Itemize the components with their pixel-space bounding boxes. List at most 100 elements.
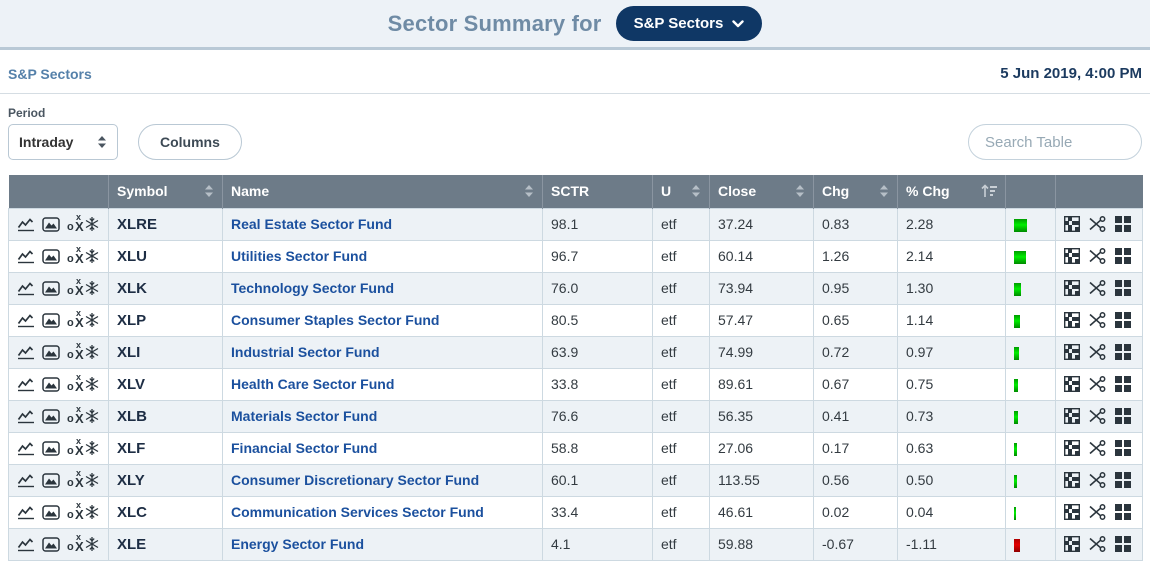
- area-chart-icon[interactable]: [42, 504, 60, 520]
- column-header-chg[interactable]: Chg: [813, 175, 898, 208]
- line-chart-icon[interactable]: [17, 281, 35, 296]
- line-chart-icon[interactable]: [17, 441, 35, 456]
- scissors-icon[interactable]: [1089, 280, 1106, 296]
- grid-icon[interactable]: [1115, 504, 1131, 520]
- checkerboard-icon[interactable]: [1064, 440, 1080, 456]
- checkerboard-icon[interactable]: [1064, 472, 1080, 488]
- snowflake-icon[interactable]: [84, 248, 100, 264]
- name-link[interactable]: Communication Services Sector Fund: [231, 504, 484, 520]
- area-chart-icon[interactable]: [42, 472, 60, 488]
- scissors-icon[interactable]: [1089, 408, 1106, 424]
- checkerboard-icon[interactable]: [1064, 408, 1080, 424]
- grid-icon[interactable]: [1115, 344, 1131, 360]
- name-link[interactable]: Health Care Sector Fund: [231, 376, 395, 392]
- checkerboard-icon[interactable]: [1064, 344, 1080, 360]
- area-chart-icon[interactable]: [42, 536, 60, 552]
- checkerboard-icon[interactable]: [1064, 216, 1080, 232]
- checkerboard-icon[interactable]: [1064, 248, 1080, 264]
- snowflake-icon[interactable]: [84, 344, 100, 360]
- search-input[interactable]: [968, 124, 1142, 160]
- grid-icon[interactable]: [1115, 312, 1131, 328]
- area-chart-icon[interactable]: [42, 280, 60, 296]
- line-chart-icon[interactable]: [17, 505, 35, 520]
- area-chart-icon[interactable]: [42, 376, 60, 392]
- checkerboard-icon[interactable]: [1064, 376, 1080, 392]
- line-chart-icon[interactable]: [17, 313, 35, 328]
- snowflake-icon[interactable]: [84, 408, 100, 424]
- area-chart-icon[interactable]: [42, 248, 60, 264]
- snowflake-icon[interactable]: [84, 280, 100, 296]
- grid-icon[interactable]: [1115, 248, 1131, 264]
- sector-selector-button[interactable]: S&P Sectors: [615, 6, 763, 41]
- grid-icon[interactable]: [1115, 440, 1131, 456]
- line-chart-icon[interactable]: [17, 537, 35, 552]
- area-chart-icon[interactable]: [42, 312, 60, 328]
- line-chart-icon[interactable]: [17, 473, 35, 488]
- period-select[interactable]: Intraday: [8, 124, 118, 160]
- grid-icon[interactable]: [1115, 280, 1131, 296]
- checkerboard-icon[interactable]: [1064, 536, 1080, 552]
- scissors-icon[interactable]: [1089, 376, 1106, 392]
- checkerboard-icon[interactable]: [1064, 504, 1080, 520]
- name-link[interactable]: Technology Sector Fund: [231, 280, 395, 296]
- snowflake-icon[interactable]: [84, 376, 100, 392]
- scissors-icon[interactable]: [1089, 312, 1106, 328]
- snowflake-icon[interactable]: [84, 504, 100, 520]
- column-header-pct-chg[interactable]: % Chg: [897, 175, 1006, 208]
- scissors-icon[interactable]: [1089, 344, 1106, 360]
- name-link[interactable]: Real Estate Sector Fund: [231, 216, 393, 232]
- snowflake-icon[interactable]: [84, 536, 100, 552]
- snowflake-icon[interactable]: [84, 472, 100, 488]
- scissors-icon[interactable]: [1089, 536, 1106, 552]
- grid-icon[interactable]: [1115, 536, 1131, 552]
- area-chart-icon[interactable]: [42, 408, 60, 424]
- checkerboard-icon[interactable]: [1064, 280, 1080, 296]
- area-chart-icon[interactable]: [42, 216, 60, 232]
- name-link[interactable]: Utilities Sector Fund: [231, 248, 368, 264]
- grid-icon[interactable]: [1115, 472, 1131, 488]
- scissors-icon[interactable]: [1089, 472, 1106, 488]
- area-chart-icon[interactable]: [42, 440, 60, 456]
- column-header-close[interactable]: Close: [709, 175, 814, 208]
- line-chart-icon[interactable]: [17, 345, 35, 360]
- scissors-icon[interactable]: [1089, 504, 1106, 520]
- column-header-u[interactable]: U: [652, 175, 710, 208]
- name-link[interactable]: Materials Sector Fund: [231, 408, 378, 424]
- column-header-name[interactable]: Name: [222, 175, 543, 208]
- grid-icon[interactable]: [1115, 216, 1131, 232]
- line-chart-icon[interactable]: [17, 409, 35, 424]
- columns-button[interactable]: Columns: [138, 124, 242, 160]
- name-link[interactable]: Consumer Staples Sector Fund: [231, 312, 440, 328]
- line-chart-icon[interactable]: [17, 217, 35, 232]
- scissors-icon[interactable]: [1089, 216, 1106, 232]
- snowflake-icon[interactable]: [84, 312, 100, 328]
- column-header-sctr[interactable]: SCTR: [542, 175, 653, 208]
- snowflake-icon[interactable]: [84, 216, 100, 232]
- name-link[interactable]: Financial Sector Fund: [231, 440, 378, 456]
- column-header-symbol[interactable]: Symbol: [108, 175, 223, 208]
- snowflake-icon[interactable]: [84, 440, 100, 456]
- name-link[interactable]: Industrial Sector Fund: [231, 344, 380, 360]
- line-chart-icon[interactable]: [17, 377, 35, 392]
- breadcrumb[interactable]: S&P Sectors: [8, 65, 92, 82]
- grid-icon[interactable]: [1115, 376, 1131, 392]
- scissors-icon[interactable]: [1089, 440, 1106, 456]
- grid-icon[interactable]: [1115, 408, 1131, 424]
- scissors-icon[interactable]: [1089, 248, 1106, 264]
- line-chart-icon[interactable]: [17, 249, 35, 264]
- checkerboard-icon[interactable]: [1064, 312, 1080, 328]
- area-chart-icon[interactable]: [42, 344, 60, 360]
- name-link[interactable]: Consumer Discretionary Sector Fund: [231, 472, 480, 488]
- name-link[interactable]: Energy Sector Fund: [231, 536, 365, 552]
